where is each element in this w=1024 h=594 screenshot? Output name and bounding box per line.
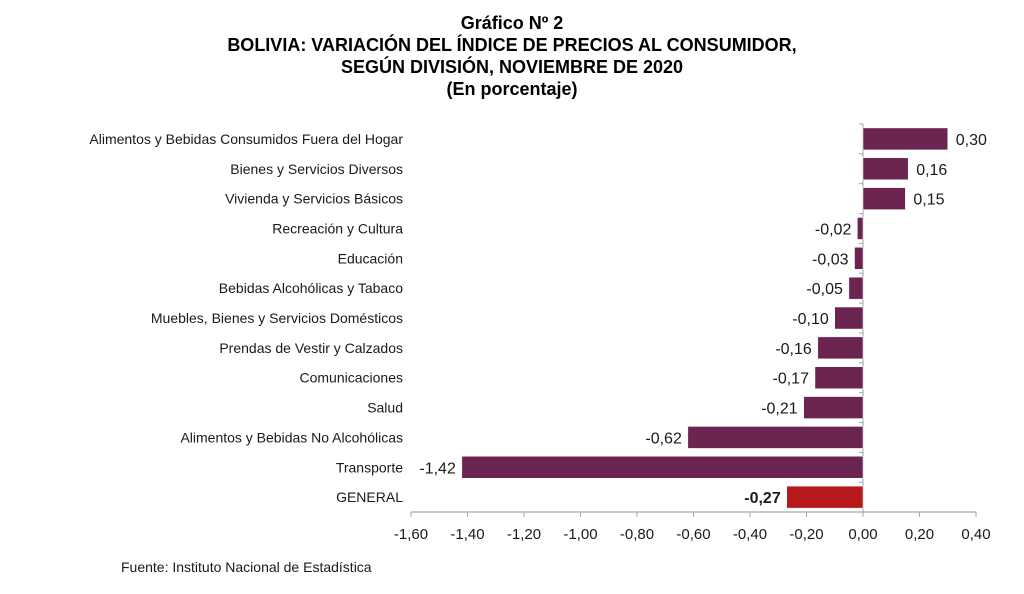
bar	[803, 396, 864, 419]
category-label: Recreación y Cultura	[272, 220, 403, 236]
category-label: Educación	[338, 250, 403, 266]
category-label: Vivienda y Servicios Básicos	[225, 191, 403, 207]
x-tick-label: -0,60	[676, 526, 710, 543]
bar	[862, 127, 948, 151]
data-label: -0,03	[812, 251, 849, 268]
data-label: 0,15	[913, 192, 944, 209]
chart-subtitle-line-2: SEGÚN DIVISIÓN, NOVIEMBRE DE 2020	[340, 57, 684, 77]
category-label: Transporte	[336, 459, 403, 475]
x-tick-label: -1,60	[394, 526, 428, 543]
bar	[834, 306, 864, 330]
data-label: -1,42	[419, 460, 456, 477]
data-label: 0,16	[916, 162, 947, 179]
x-tick-label: -0,20	[789, 526, 823, 543]
bar	[862, 157, 909, 181]
data-label: -0,62	[645, 430, 682, 447]
source-note: Fuente: Instituto Nacional de Estadístic…	[121, 559, 372, 575]
chart-title: Gráfico Nº 2	[460, 13, 564, 33]
chart-subtitle-line-1: BOLIVIA: VARIACIÓN DEL ÍNDICE DE PRECIOS…	[227, 35, 797, 55]
bar	[461, 456, 864, 479]
category-label: Muebles, Bienes y Servicios Domésticos	[151, 310, 403, 326]
bar	[857, 217, 864, 240]
x-tick-label: -1,00	[563, 526, 597, 543]
x-tick-label: 0,20	[905, 526, 934, 543]
category-label: Salud	[367, 400, 403, 416]
data-label: -0,02	[815, 221, 852, 238]
data-label: 0,30	[956, 132, 987, 149]
x-tick-label: -0,80	[620, 526, 654, 543]
bar	[862, 187, 906, 210]
data-label: -0,16	[775, 341, 812, 358]
category-label: Bienes y Servicios Diversos	[230, 161, 403, 177]
bar	[814, 366, 864, 389]
chart-title-block: Gráfico Nº 2 BOLIVIA: VARIACIÓN DEL ÍNDI…	[0, 12, 1024, 100]
category-label: Alimentos y Bebidas No Alcohólicas	[180, 429, 403, 445]
data-label: -0,21	[761, 401, 798, 418]
bar-general	[786, 485, 864, 509]
bar	[817, 336, 864, 360]
x-tick-label: 0,00	[848, 526, 877, 543]
x-tick-label: -0,40	[733, 526, 767, 543]
x-tick-label: 0,40	[961, 526, 990, 543]
data-label: -0,27	[744, 490, 781, 507]
x-tick-label: -1,40	[450, 526, 484, 543]
category-label: Prendas de Vestir y Calzados	[219, 340, 403, 356]
bar	[687, 426, 864, 449]
x-tick-label: -1,20	[507, 526, 541, 543]
data-label: -0,17	[773, 371, 810, 388]
data-label: -0,10	[792, 311, 829, 328]
bar	[848, 276, 864, 300]
bar	[854, 247, 864, 270]
data-label: -0,05	[806, 281, 843, 298]
category-label: Alimentos y Bebidas Consumidos Fuera del…	[89, 131, 403, 147]
category-label: Bebidas Alcohólicas y Tabaco	[219, 280, 403, 296]
category-label: GENERAL	[336, 489, 403, 505]
category-label: Comunicaciones	[300, 370, 404, 386]
chart-subtitle-line-3: (En porcentaje)	[446, 79, 578, 99]
